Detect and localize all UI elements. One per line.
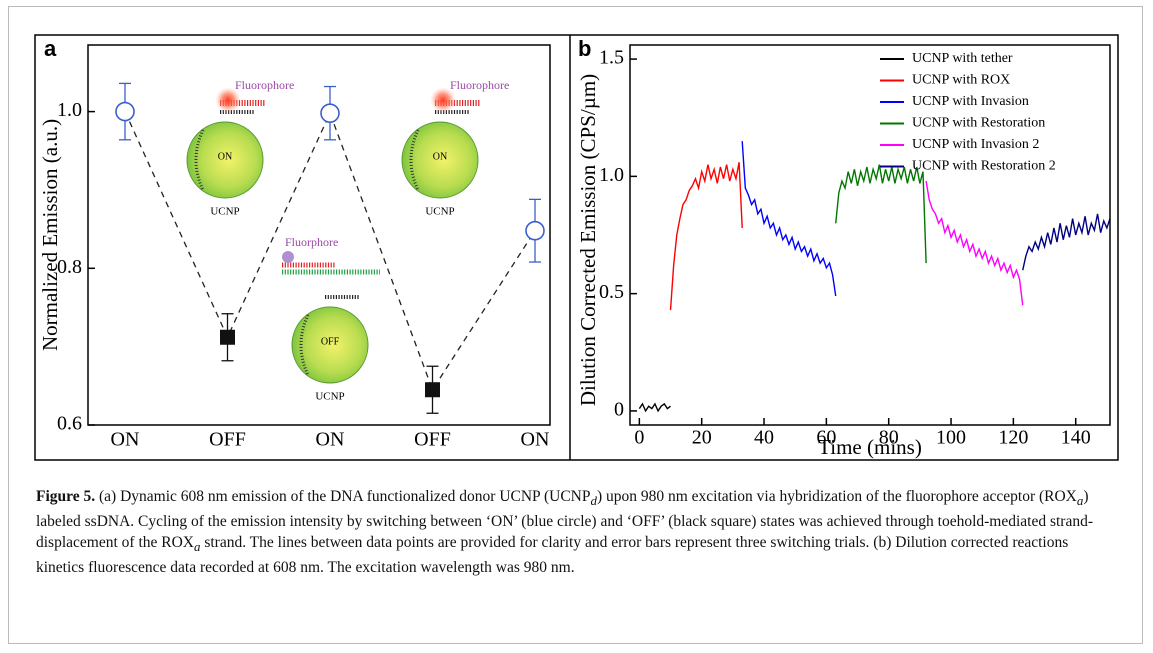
legend-label: UCNP with ROX (912, 73, 1010, 88)
y-tick-label: 1.0 (599, 164, 624, 186)
x-axis-title: Time (mins) (818, 435, 922, 459)
plot-area (87, 44, 551, 426)
caption: Figure 5. (a) Dynamic 608 nm emission of… (36, 486, 1116, 578)
x-tick-label: ON (316, 429, 345, 451)
caption-text: strand. The lines between data points ar… (36, 534, 1069, 577)
data-line (1022, 213, 1111, 271)
ucnp-sphere (186, 121, 264, 199)
plot-area (629, 44, 1111, 426)
figure-frame (8, 6, 1143, 644)
x-tick-label: 40 (754, 427, 774, 449)
ucnp-sphere (291, 306, 369, 384)
data-point (525, 220, 545, 241)
caption-label: Figure 5. (36, 488, 96, 505)
x-tick-label: 60 (816, 427, 836, 449)
fluorophore (282, 251, 294, 263)
inset-label: UCNP (315, 391, 344, 403)
data-point (220, 329, 235, 345)
x-tick-label: ON (111, 429, 140, 451)
ucnp-sphere (401, 121, 479, 199)
caption-subscript: a (1076, 493, 1084, 509)
dna-strand (409, 129, 420, 191)
connecting-line (124, 111, 536, 392)
dna-strand (194, 129, 205, 191)
y-tick-label: 0 (614, 399, 624, 421)
x-tick-label: 0 (634, 427, 644, 449)
inset-state: ON (433, 151, 447, 162)
y-axis-title: Normalized Emission (a.u.) (38, 119, 62, 351)
data-point (425, 382, 440, 398)
data-line (925, 180, 1024, 306)
x-tick-label: 140 (1061, 427, 1091, 449)
y-tick-label: 0.5 (599, 281, 624, 303)
x-tick-label: OFF (209, 429, 246, 451)
figure: a Normalized Emission (a.u.) 0.6 0.8 1.0 ON UC… (34, 34, 1119, 461)
inset-label: UCNP (425, 206, 454, 218)
inset-state: OFF (321, 336, 340, 347)
legend-label: UCNP with tether (912, 51, 1013, 66)
x-tick-label: 120 (998, 427, 1028, 449)
legend-label: UCNP with Invasion 2 (912, 137, 1039, 152)
x-tick-label: 80 (879, 427, 899, 449)
caption-text: ) labeled ssDNA. Cycling of the emission… (36, 488, 1094, 552)
data-point (115, 101, 135, 122)
data-line (669, 162, 743, 311)
dna-strand (299, 314, 310, 376)
x-tick-label: ON (521, 429, 550, 451)
fluorophore-glow (215, 87, 241, 113)
y-tick-label: 0.8 (57, 256, 82, 278)
panel-label: b (578, 36, 591, 61)
panel-label: a (44, 36, 57, 61)
inset-label: Fluorophore (450, 78, 509, 92)
y-axis-title: Dilution Corrected Emission (CPS/µm) (576, 74, 600, 406)
x-tick-label: OFF (414, 429, 451, 451)
y-tick-label: 1.5 (599, 47, 624, 69)
x-tick-label: 20 (692, 427, 712, 449)
legend-label: UCNP with Invasion (912, 94, 1029, 109)
y-tick-label: 0.6 (57, 413, 82, 435)
caption-text: (a) Dynamic 608 nm emission of the DNA f… (95, 488, 591, 505)
data-line (741, 141, 837, 297)
inset-label: Fluorphore (285, 235, 338, 249)
caption-subscript: a (193, 539, 201, 555)
data-line (835, 164, 927, 264)
inset-label: Fluorophore (235, 78, 294, 92)
inset-label: UCNP (210, 206, 239, 218)
caption-subscript: d (590, 493, 597, 509)
fluorophore-glow (430, 87, 456, 113)
legend-label: UCNP with Restoration 2 (912, 159, 1056, 174)
inset-state: ON (218, 151, 232, 162)
data-point (320, 103, 340, 123)
data-line (638, 402, 671, 413)
legend-label: UCNP with Restoration (912, 116, 1045, 131)
panel-frame (34, 34, 1119, 461)
caption-text: ) upon 980 nm excitation via hybridizati… (596, 488, 1077, 505)
x-tick-label: 100 (936, 427, 966, 449)
y-tick-label: 1.0 (57, 99, 82, 121)
